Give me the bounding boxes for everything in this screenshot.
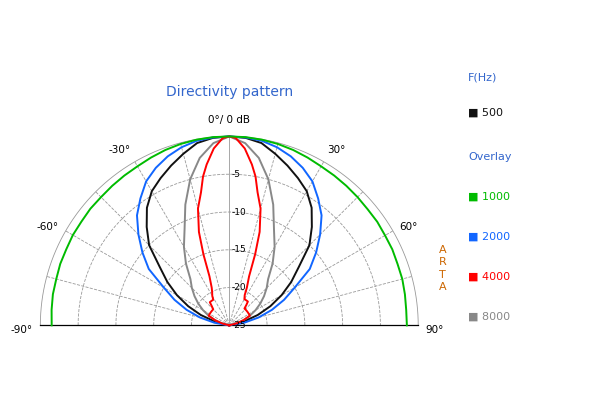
Text: ■ 2000: ■ 2000	[468, 232, 510, 242]
Text: 0°/ 0 dB: 0°/ 0 dB	[208, 115, 250, 125]
Text: -10: -10	[232, 208, 246, 216]
Text: A
R
T
A: A R T A	[439, 245, 447, 292]
Text: 90°: 90°	[426, 325, 444, 335]
Text: -60°: -60°	[37, 222, 59, 232]
Text: -30°: -30°	[109, 145, 131, 155]
Text: -5: -5	[232, 170, 241, 179]
Text: -25: -25	[232, 321, 246, 330]
Text: -20: -20	[232, 283, 246, 292]
Text: Directivity pattern: Directivity pattern	[166, 85, 293, 99]
Text: ■ 4000: ■ 4000	[468, 272, 510, 282]
Text: -15: -15	[232, 245, 246, 254]
Text: F(Hz): F(Hz)	[468, 72, 497, 82]
Text: 60°: 60°	[400, 222, 418, 232]
Text: Overlay: Overlay	[468, 152, 511, 162]
Text: ■ 500: ■ 500	[468, 108, 503, 118]
Text: ■ 1000: ■ 1000	[468, 192, 510, 202]
Text: ■ 8000: ■ 8000	[468, 312, 510, 322]
Text: -90°: -90°	[11, 325, 33, 335]
Text: 30°: 30°	[328, 145, 346, 155]
